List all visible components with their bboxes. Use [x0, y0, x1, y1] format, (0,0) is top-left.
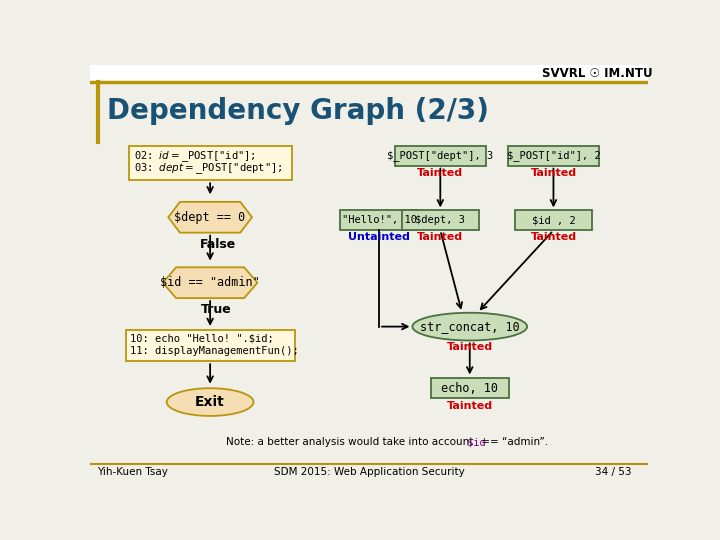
- Text: True: True: [201, 303, 232, 316]
- Text: Dependency Graph (2/3): Dependency Graph (2/3): [107, 97, 489, 125]
- Text: $id: $id: [467, 437, 485, 447]
- Text: $_POST["id"], 2: $_POST["id"], 2: [507, 150, 600, 161]
- FancyBboxPatch shape: [395, 146, 486, 166]
- Text: 02: $id = $_POST["id"];: 02: $id = $_POST["id"];: [134, 149, 256, 164]
- Ellipse shape: [413, 313, 527, 340]
- Text: Tainted: Tainted: [417, 232, 464, 242]
- Polygon shape: [168, 202, 252, 233]
- Text: str_concat, 10: str_concat, 10: [420, 320, 520, 333]
- FancyBboxPatch shape: [431, 378, 508, 398]
- FancyBboxPatch shape: [341, 211, 418, 231]
- Text: 10: echo "Hello! ".$id;: 10: echo "Hello! ".$id;: [130, 334, 274, 344]
- FancyBboxPatch shape: [90, 65, 648, 82]
- FancyBboxPatch shape: [129, 146, 292, 180]
- FancyBboxPatch shape: [515, 211, 593, 231]
- Text: Tainted: Tainted: [531, 168, 577, 178]
- Text: Tainted: Tainted: [417, 168, 464, 178]
- Text: Note: a better analysis would take into account: Note: a better analysis would take into …: [225, 437, 476, 447]
- Text: SDM 2015: Web Application Security: SDM 2015: Web Application Security: [274, 467, 464, 477]
- Text: Untainted: Untainted: [348, 232, 410, 242]
- Text: $id == "admin": $id == "admin": [161, 276, 260, 289]
- Text: Tainted: Tainted: [531, 232, 577, 242]
- Text: False: False: [199, 238, 236, 251]
- Text: $dept == 0: $dept == 0: [174, 211, 246, 224]
- Text: $id , 2: $id , 2: [531, 215, 575, 225]
- Text: 11: displayManagementFun();: 11: displayManagementFun();: [130, 346, 299, 356]
- Text: "Hello!", 10: "Hello!", 10: [341, 215, 417, 225]
- Text: echo, 10: echo, 10: [441, 382, 498, 395]
- Text: Exit: Exit: [195, 395, 225, 409]
- Text: SVVRL ☉ IM.NTU: SVVRL ☉ IM.NTU: [542, 67, 653, 80]
- Text: == “admin”.: == “admin”.: [477, 437, 548, 447]
- Ellipse shape: [167, 388, 253, 416]
- Text: Yih-Kuen Tsay: Yih-Kuen Tsay: [97, 467, 168, 477]
- Text: Tainted: Tainted: [446, 401, 492, 411]
- Text: 34 / 53: 34 / 53: [595, 467, 631, 477]
- Text: 03: $dept = $_POST["dept"];: 03: $dept = $_POST["dept"];: [134, 161, 282, 176]
- Polygon shape: [163, 267, 258, 298]
- Text: Tainted: Tainted: [446, 342, 492, 352]
- FancyBboxPatch shape: [508, 146, 599, 166]
- Text: $_POST["dept"], 3: $_POST["dept"], 3: [387, 150, 493, 161]
- FancyBboxPatch shape: [126, 330, 294, 361]
- Text: $dept, 3: $dept, 3: [415, 215, 465, 225]
- FancyBboxPatch shape: [402, 211, 479, 231]
